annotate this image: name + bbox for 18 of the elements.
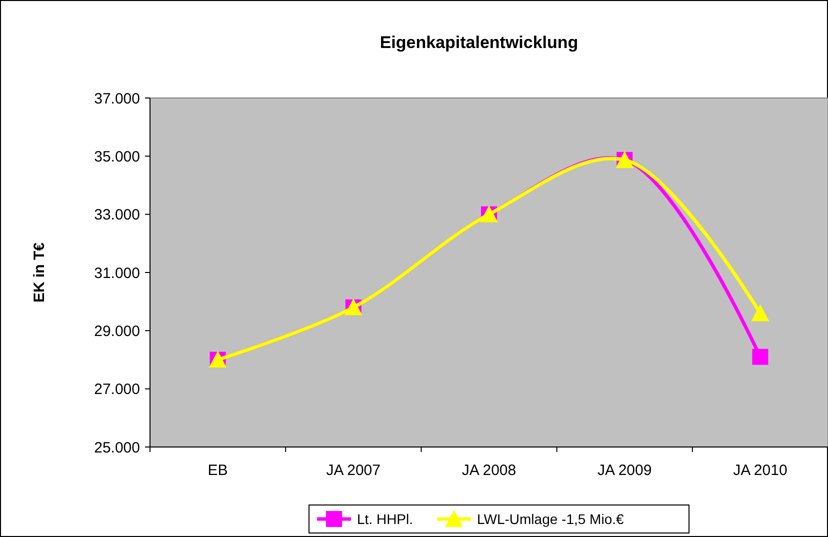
legend-label: Lt. HHPl. [357,510,414,527]
point [751,304,770,322]
x-tick-label: JA 2007 [326,462,381,479]
point [752,348,768,365]
y-tick-label: 37.000 [94,90,140,108]
y-axis-title: EK in T€ [31,242,48,303]
y-tick-label: 25.000 [94,439,140,456]
x-tick-label: EB [208,462,228,479]
x-tick-label: JA 2009 [597,462,652,479]
y-tick-label: 29.000 [94,322,140,340]
y-tick-label: 31.000 [94,264,140,282]
y-tick-label: 35.000 [94,148,140,166]
x-tick-label: JA 2010 [733,462,788,479]
y-tick-label: 33.000 [94,206,140,224]
x-tick-label: JA 2008 [462,462,516,479]
legend-label: LWL-Umlage -1,5 Mio.€ [477,510,624,527]
chart-title: Eigenkapitalentwicklung [380,33,578,52]
y-tick-label: 27.000 [94,381,140,398]
